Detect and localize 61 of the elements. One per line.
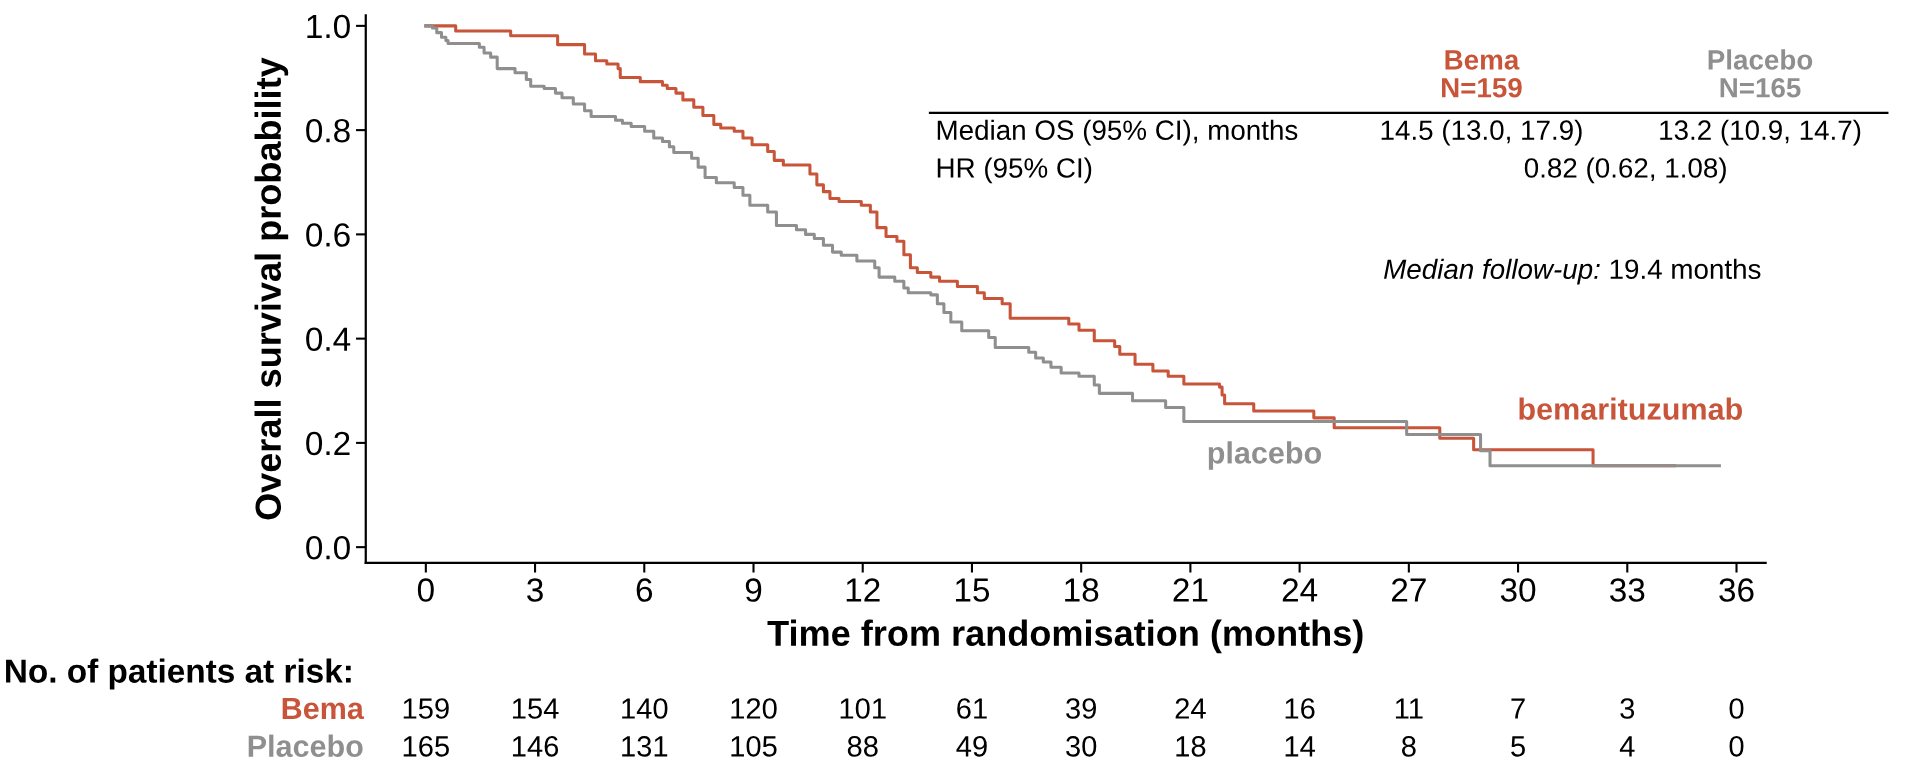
text: 131 bbox=[622, 736, 668, 757]
x-tick-label: 12 bbox=[846, 578, 880, 602]
text: No. of patients at risk: bbox=[6, 658, 351, 690]
text: 159 bbox=[403, 698, 449, 719]
text: 154 bbox=[512, 698, 559, 719]
x-tick-label: 3 bbox=[527, 578, 543, 602]
text: 16 bbox=[1285, 698, 1315, 719]
text: 49 bbox=[956, 736, 987, 757]
x-tick-label: 6 bbox=[636, 578, 653, 602]
text: 120 bbox=[731, 698, 777, 719]
y-tick-label: 1.0 bbox=[307, 14, 350, 39]
y-tick-label: 0.8 bbox=[306, 118, 350, 143]
text: 105 bbox=[731, 736, 777, 757]
series-label: bemarituzumab bbox=[1519, 397, 1742, 420]
text: 61 bbox=[957, 698, 987, 719]
y-tick-label: 0.4 bbox=[306, 327, 351, 352]
annotation: Median follow-up: bbox=[1384, 258, 1600, 285]
text: 11 bbox=[1395, 698, 1423, 719]
y-tick-label: 0.0 bbox=[306, 535, 350, 560]
x-tick-label: 24 bbox=[1282, 578, 1318, 602]
text: 8 bbox=[1401, 736, 1416, 757]
annotation: Placebo N=165 bbox=[1708, 49, 1813, 98]
text: 101 bbox=[840, 698, 886, 719]
x-tick-label: 27 bbox=[1391, 578, 1426, 602]
x-tick-label: 0 bbox=[417, 578, 434, 602]
text: 14 bbox=[1285, 736, 1315, 757]
x-tick-label: 18 bbox=[1065, 578, 1099, 602]
text: 7 bbox=[1511, 698, 1525, 719]
y-tick-label: 0.6 bbox=[306, 223, 350, 247]
annotation: 0.82 (0.62, 1.08) bbox=[1524, 157, 1726, 184]
text: 140 bbox=[622, 698, 668, 719]
text: 5 bbox=[1511, 736, 1525, 757]
text: 4 bbox=[1619, 736, 1635, 757]
text: 39 bbox=[1066, 698, 1097, 719]
text: Placebo bbox=[248, 734, 363, 758]
text: 146 bbox=[512, 736, 559, 757]
annotation: Median OS (95% CI), months bbox=[937, 119, 1298, 146]
x-tick-label: 30 bbox=[1500, 578, 1536, 602]
text: 165 bbox=[403, 736, 449, 757]
text: 24 bbox=[1175, 698, 1206, 719]
x-axis-title: Time from randomisation (months) bbox=[767, 619, 1363, 654]
x-tick-label: 15 bbox=[955, 578, 990, 602]
text: 18 bbox=[1176, 736, 1206, 757]
y-tick-label: 0.2 bbox=[306, 431, 350, 456]
text: 30 bbox=[1066, 736, 1097, 757]
x-tick-label: 9 bbox=[745, 578, 762, 602]
x-tick-label: 36 bbox=[1719, 578, 1754, 602]
text: Bema bbox=[282, 697, 365, 720]
text: 3 bbox=[1620, 698, 1635, 719]
text: 0 bbox=[1729, 736, 1744, 757]
text: 0 bbox=[1729, 698, 1744, 719]
x-tick-label: 21 bbox=[1173, 578, 1208, 602]
x-tick-label: 33 bbox=[1610, 578, 1645, 602]
annotation: 14.5 (13.0, 17.9) bbox=[1381, 119, 1582, 146]
text: 88 bbox=[847, 736, 878, 757]
annotation: HR (95% CI) bbox=[937, 157, 1092, 184]
annotation: Bema N=159 bbox=[1442, 50, 1522, 98]
annotation: 13.2 (10.9, 14.7) bbox=[1660, 119, 1861, 146]
annotation: 19.4 months bbox=[1610, 258, 1761, 280]
y-axis-title: Overall survival probability bbox=[254, 57, 289, 520]
series-label: placebo bbox=[1208, 441, 1322, 470]
